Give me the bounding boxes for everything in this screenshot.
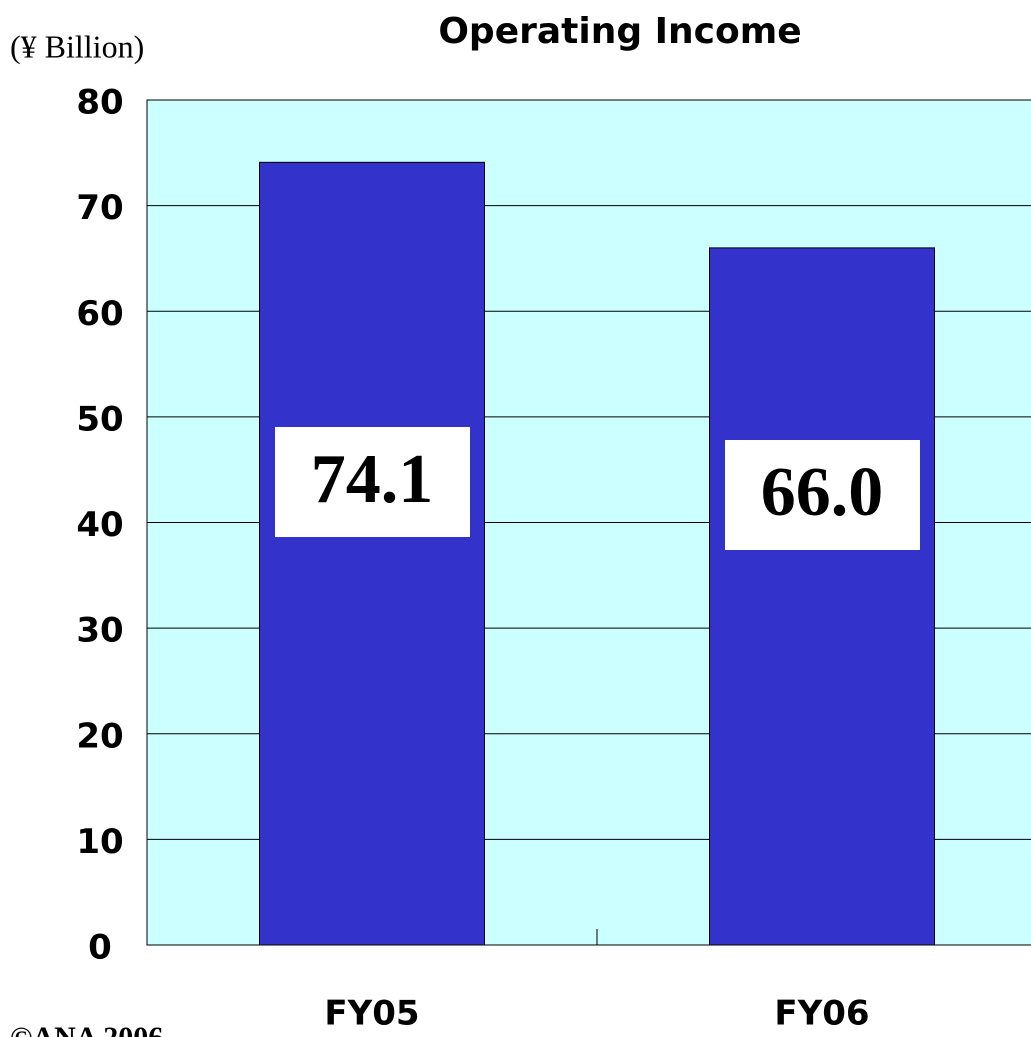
y-axis-label: (¥ Billion) [10,28,144,64]
y-tick-label: 30 [76,611,123,651]
value-label: 74.1 [311,441,434,518]
bar [709,247,935,946]
x-tick-label: FY05 [324,994,419,1034]
y-tick-label: 40 [76,505,123,545]
footer: ©ANA 2006 [10,1021,163,1037]
y-tick-label: 20 [76,716,123,756]
y-tick-label: 80 [76,83,123,123]
y-tick-label: 0 [88,928,112,968]
bar [259,161,485,946]
value-label: 66.0 [761,454,884,531]
y-tick-label: 60 [76,294,123,334]
chart-title: Operating Income [438,11,801,52]
x-tick-label: FY06 [774,994,869,1034]
y-tick-label: 70 [76,188,123,228]
y-tick-label: 10 [76,822,123,862]
value-label-box [275,427,470,537]
y-tick-label: 50 [76,399,123,439]
value-label-box [725,440,920,550]
